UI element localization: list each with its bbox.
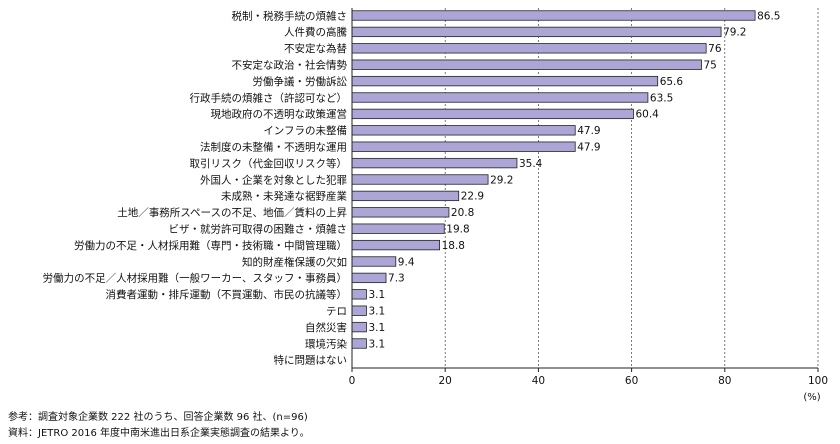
bar-17 [351,289,367,300]
footnote-reference: 参考：調査対象企業数 222 社のうち、回答企業数 96 社、(n=96) [8,412,308,423]
footnote-source: 資料：JETRO 2016 年度中南米進出日系企業実態調査の結果より。 [8,428,310,439]
value-label-17: 3.1 [368,289,385,301]
category-label-5: 行政手続の煩雑さ（許認可など） [190,91,348,104]
x-tick-label-100: 100 [808,375,828,387]
x-tick-label-80: 80 [718,375,731,387]
value-label-6: 60.4 [635,109,659,121]
bar-12 [351,207,450,218]
category-label-9: 取引リスク（代金回収リスク等） [190,157,348,170]
x-tick-label-40: 40 [532,375,545,387]
bar-14 [351,239,441,251]
bar-5 [351,92,649,103]
axes [351,8,818,369]
bar-16 [351,272,387,284]
value-label-14: 18.8 [442,240,465,252]
bar-13 [351,223,445,234]
bar-19 [351,321,367,333]
category-label-15: 知的財産権保護の欠如 [242,255,347,268]
category-label-6: 現地政府の不透明な政策運営 [211,108,348,121]
value-label-1: 79.2 [723,27,746,39]
value-label-8: 47.9 [577,142,600,154]
bar-8 [351,141,576,152]
value-label-20: 3.1 [368,338,385,350]
bar-6 [351,108,634,120]
value-label-16: 7.3 [388,273,405,285]
category-label-18: テロ [326,306,347,318]
bar-4 [351,75,659,87]
bars [351,10,756,349]
category-label-17: 消費者運動・排斥運動（不買運動、市民の抗議等） [106,288,348,301]
value-label-5: 63.5 [650,92,673,104]
category-label-4: 労働争議・労働訴訟 [253,75,348,88]
value-label-0: 86.5 [757,10,780,22]
category-label-1: 人件費の高騰 [284,26,347,39]
value-label-15: 9.4 [398,256,415,268]
x-tick-label-0: 0 [349,375,356,387]
bar-20 [351,338,367,349]
category-label-11: 未成熟・未発達な裾野産業 [221,190,347,203]
bar-15 [351,256,397,267]
bar-10 [351,174,489,185]
value-label-18: 3.1 [368,306,385,318]
x-tick-label-20: 20 [439,375,452,387]
value-label-2: 76 [708,43,722,55]
category-label-0: 税制・税務手続の煩雑さ [232,9,348,22]
bar-7 [351,125,576,136]
value-label-4: 65.6 [660,76,684,88]
bar-0 [351,10,756,21]
x-tick-label-60: 60 [625,375,638,387]
value-label-3: 75 [704,60,717,72]
x-ticks: 0 20 40 60 80 100 [349,368,828,387]
category-label-14: 労働力の不足・人材採用難（専門・技術職・中間管理職） [74,239,347,252]
category-label-19: 自然災害 [305,321,347,334]
value-label-9: 35.4 [519,158,543,170]
value-label-13: 19.8 [446,224,469,236]
x-axis-unit-label: (%) [803,392,820,403]
bar-11 [351,190,460,202]
category-label-7: インフラの未整備 [263,124,347,137]
category-label-21: 特に問題はない [274,355,348,367]
category-label-16: 労働力の不足／人材採用難（一般ワーカー、スタッフ・事務員） [43,272,347,285]
category-label-20: 環境汚染 [305,337,347,350]
category-label-13: ビザ・就労許可取得の困難さ・煩雑さ [169,223,348,236]
category-label-10: 外国人・企業を対象とした犯罪 [200,173,347,186]
value-label-12: 20.8 [451,207,474,219]
value-labels: 86.5 79.276 75 65.6 63.5 60.4 47.9 47.9 35.4 29.2… [368,10,780,350]
value-label-11: 22.9 [461,191,484,203]
bar-3 [351,59,702,70]
bar-18 [351,305,367,316]
category-label-3: 不安定な政治・社会情勢 [232,59,348,72]
bar-1 [351,26,722,38]
value-label-7: 47.9 [577,125,600,137]
bar-2 [351,43,707,54]
value-label-10: 29.2 [490,174,513,186]
bar-9 [351,157,518,169]
category-label-2: 不安定な為替 [284,42,347,55]
category-labels: 税制・税務手続の煩雑さ人件費の高騰不安定な為替不安定な政治・社会情勢労働争議・労… [43,9,348,366]
category-label-12: 土地／事務所スペースの不足、地価／賃料の上昇 [117,206,347,219]
category-label-8: 法制度の未整備・不透明な運用 [200,141,347,154]
value-label-19: 3.1 [368,322,385,334]
